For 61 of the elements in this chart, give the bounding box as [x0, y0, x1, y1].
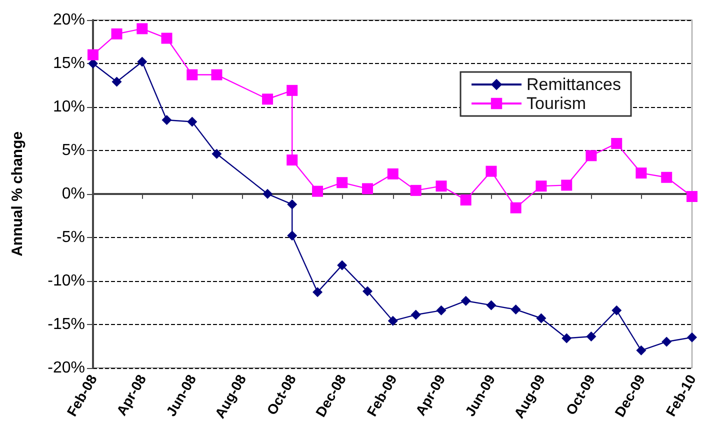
point [312, 287, 323, 298]
point [436, 305, 446, 316]
point [161, 32, 172, 44]
y-tick-label: 10% [52, 98, 85, 116]
point [136, 23, 148, 34]
y-tick-label: -5% [56, 228, 85, 246]
point [586, 150, 597, 162]
point [88, 49, 98, 60]
y-tick-label: -15% [48, 316, 85, 333]
point [262, 94, 274, 105]
point [460, 296, 471, 306]
point [562, 333, 572, 344]
legend-label: Remittances [526, 75, 622, 94]
y-tick-label: 20% [52, 12, 85, 28]
point [337, 260, 348, 270]
point [636, 345, 646, 356]
point [436, 180, 447, 192]
y-tick-label: 0% [62, 185, 85, 202]
point [661, 172, 672, 183]
point [312, 186, 324, 197]
point [486, 166, 497, 177]
point [510, 304, 521, 315]
point [636, 168, 647, 179]
point [362, 183, 374, 194]
point [662, 336, 672, 347]
y-axis-title: Annual % change [9, 131, 26, 256]
point [611, 138, 622, 149]
y-tick-label: 15% [52, 54, 85, 72]
point [162, 114, 172, 125]
point [112, 76, 122, 87]
point [460, 194, 472, 206]
point [536, 313, 546, 324]
point [561, 180, 572, 191]
point [536, 180, 547, 192]
point [287, 230, 298, 241]
y-tick-label: -20% [48, 359, 85, 376]
point [388, 316, 398, 326]
point [286, 84, 298, 96]
point [111, 28, 122, 40]
point [410, 310, 421, 320]
point [262, 188, 273, 199]
point [586, 332, 596, 342]
point [486, 300, 496, 310]
point [510, 202, 522, 214]
point [286, 154, 298, 166]
legend-label: Tourism [526, 94, 586, 113]
point [410, 184, 422, 196]
point [137, 56, 148, 67]
point [287, 199, 298, 210]
y-tick-label: 5% [62, 142, 85, 159]
point [186, 69, 198, 80]
point [687, 332, 697, 342]
point [362, 286, 373, 296]
point [187, 116, 198, 127]
point [612, 305, 622, 316]
y-tick-label: -10% [48, 272, 85, 290]
point [686, 191, 698, 202]
point [336, 177, 348, 188]
point [211, 69, 222, 80]
point [387, 168, 398, 180]
point [212, 148, 222, 159]
